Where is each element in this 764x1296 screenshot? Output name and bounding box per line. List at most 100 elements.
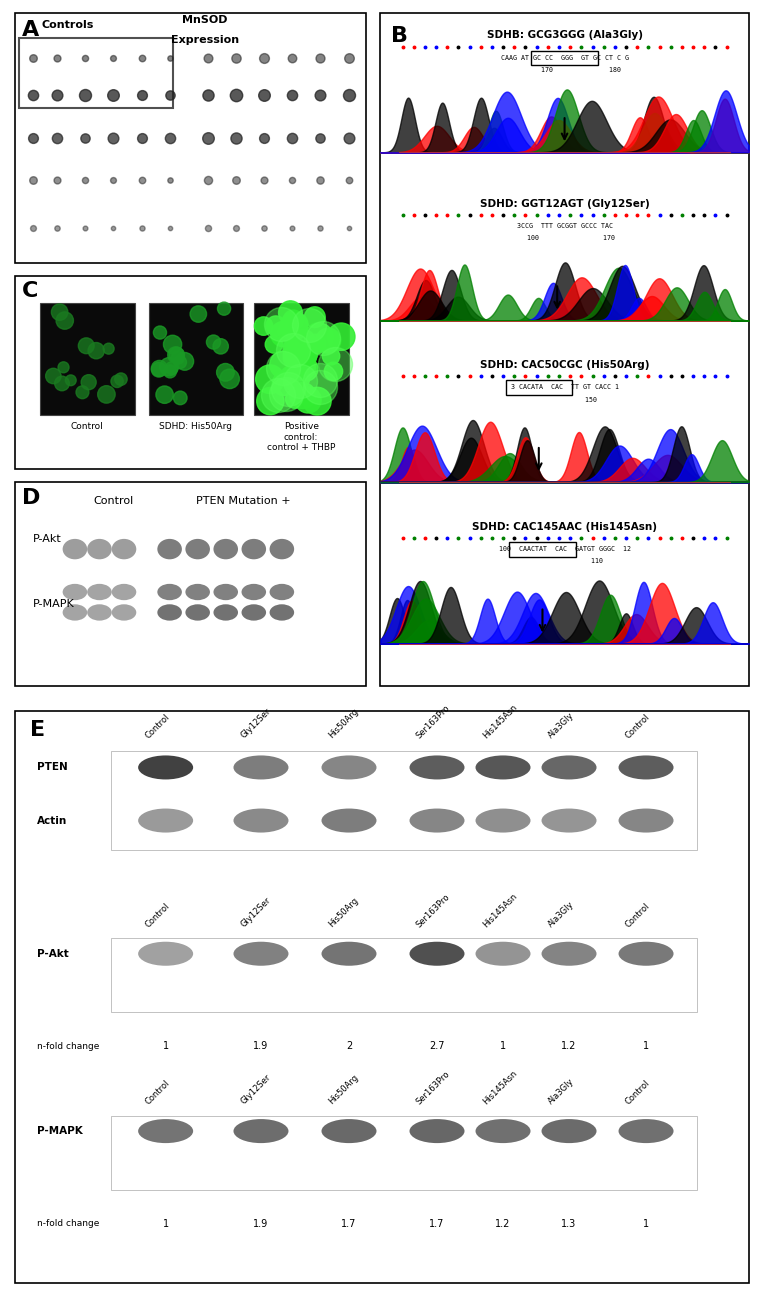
Text: P-Akt: P-Akt xyxy=(33,534,62,544)
Point xyxy=(314,86,326,106)
Point xyxy=(53,302,66,323)
Ellipse shape xyxy=(234,942,289,966)
Point xyxy=(286,170,299,191)
Point xyxy=(286,48,299,69)
Ellipse shape xyxy=(542,942,597,966)
Ellipse shape xyxy=(241,539,266,560)
Point xyxy=(264,391,277,412)
Point xyxy=(27,218,39,238)
Point xyxy=(27,127,39,148)
Point xyxy=(135,86,147,106)
Ellipse shape xyxy=(270,604,294,621)
Text: 1: 1 xyxy=(500,1042,506,1051)
Point xyxy=(329,354,341,375)
Point xyxy=(27,170,39,191)
Point xyxy=(314,48,326,69)
Text: Control: Control xyxy=(624,901,652,929)
Point xyxy=(215,336,227,356)
Point xyxy=(286,338,298,359)
Ellipse shape xyxy=(157,604,182,621)
Ellipse shape xyxy=(138,809,193,832)
Text: 1.7: 1.7 xyxy=(342,1218,357,1229)
Ellipse shape xyxy=(63,583,87,600)
Point xyxy=(258,86,270,106)
Ellipse shape xyxy=(87,604,112,621)
Point xyxy=(163,356,175,377)
Point xyxy=(108,170,120,191)
Point xyxy=(202,48,215,69)
Text: Control: Control xyxy=(624,713,652,740)
Ellipse shape xyxy=(87,583,112,600)
Text: 1: 1 xyxy=(643,1218,649,1229)
Point xyxy=(286,218,299,238)
Text: PTEN Mutation +: PTEN Mutation + xyxy=(196,496,290,505)
Point xyxy=(230,48,242,69)
Ellipse shape xyxy=(234,1118,289,1143)
Point xyxy=(309,307,321,328)
Point xyxy=(80,336,92,356)
Ellipse shape xyxy=(322,942,377,966)
Point xyxy=(153,359,165,380)
Point xyxy=(299,359,312,380)
Text: 1.2: 1.2 xyxy=(495,1218,510,1229)
Text: His50Arg: His50Arg xyxy=(327,706,361,740)
Point xyxy=(316,328,329,349)
Point xyxy=(65,369,77,390)
Ellipse shape xyxy=(87,539,112,560)
Ellipse shape xyxy=(475,756,530,779)
Point xyxy=(163,170,176,191)
Ellipse shape xyxy=(186,539,210,560)
Point xyxy=(202,127,215,148)
Text: 1.3: 1.3 xyxy=(562,1218,577,1229)
Point xyxy=(59,310,71,330)
Point xyxy=(314,127,326,148)
Point xyxy=(163,86,176,106)
Point xyxy=(108,48,120,69)
Point xyxy=(342,48,354,69)
Point xyxy=(230,218,242,238)
Bar xyxy=(111,938,698,1012)
Text: n-fold change: n-fold change xyxy=(37,1042,99,1051)
Text: CAAG AT GC CC  GGG  GT GC CT C G: CAAG AT GC CC GGG GT GC CT C G xyxy=(500,54,629,61)
Text: Gly12Ser: Gly12Ser xyxy=(239,896,273,929)
Ellipse shape xyxy=(322,756,377,779)
Point xyxy=(202,170,215,191)
Ellipse shape xyxy=(112,583,136,600)
Text: Ala3Gly: Ala3Gly xyxy=(547,1077,576,1107)
Ellipse shape xyxy=(234,756,289,779)
Point xyxy=(202,86,215,106)
Point xyxy=(258,218,270,238)
Point xyxy=(108,218,120,238)
Point xyxy=(327,362,339,382)
Text: n-fold change: n-fold change xyxy=(37,1220,99,1229)
Point xyxy=(111,371,123,391)
Point xyxy=(79,48,92,69)
Text: E: E xyxy=(30,719,45,740)
Text: B: B xyxy=(391,26,409,47)
Point xyxy=(47,365,60,386)
Ellipse shape xyxy=(475,1118,530,1143)
Text: 1.7: 1.7 xyxy=(429,1218,445,1229)
Text: His50Arg: His50Arg xyxy=(327,1073,361,1107)
Point xyxy=(170,345,182,365)
Ellipse shape xyxy=(213,583,238,600)
Point xyxy=(135,127,147,148)
Point xyxy=(292,343,304,364)
Point xyxy=(274,314,286,334)
Bar xyxy=(40,303,134,415)
Text: Control: Control xyxy=(71,422,104,432)
Point xyxy=(79,86,92,106)
Text: 2.7: 2.7 xyxy=(429,1042,445,1051)
Point xyxy=(158,385,170,406)
Point xyxy=(314,369,326,390)
Text: 3 CACATA  CAC  TT GT CACC 1: 3 CACATA CAC TT GT CACC 1 xyxy=(510,385,619,390)
Point xyxy=(290,314,303,334)
Ellipse shape xyxy=(270,539,294,560)
Point xyxy=(281,321,293,342)
Point xyxy=(294,371,306,391)
Point xyxy=(299,346,312,367)
Point xyxy=(79,170,92,191)
Point xyxy=(79,218,92,238)
Point xyxy=(286,86,299,106)
Point xyxy=(277,358,289,378)
